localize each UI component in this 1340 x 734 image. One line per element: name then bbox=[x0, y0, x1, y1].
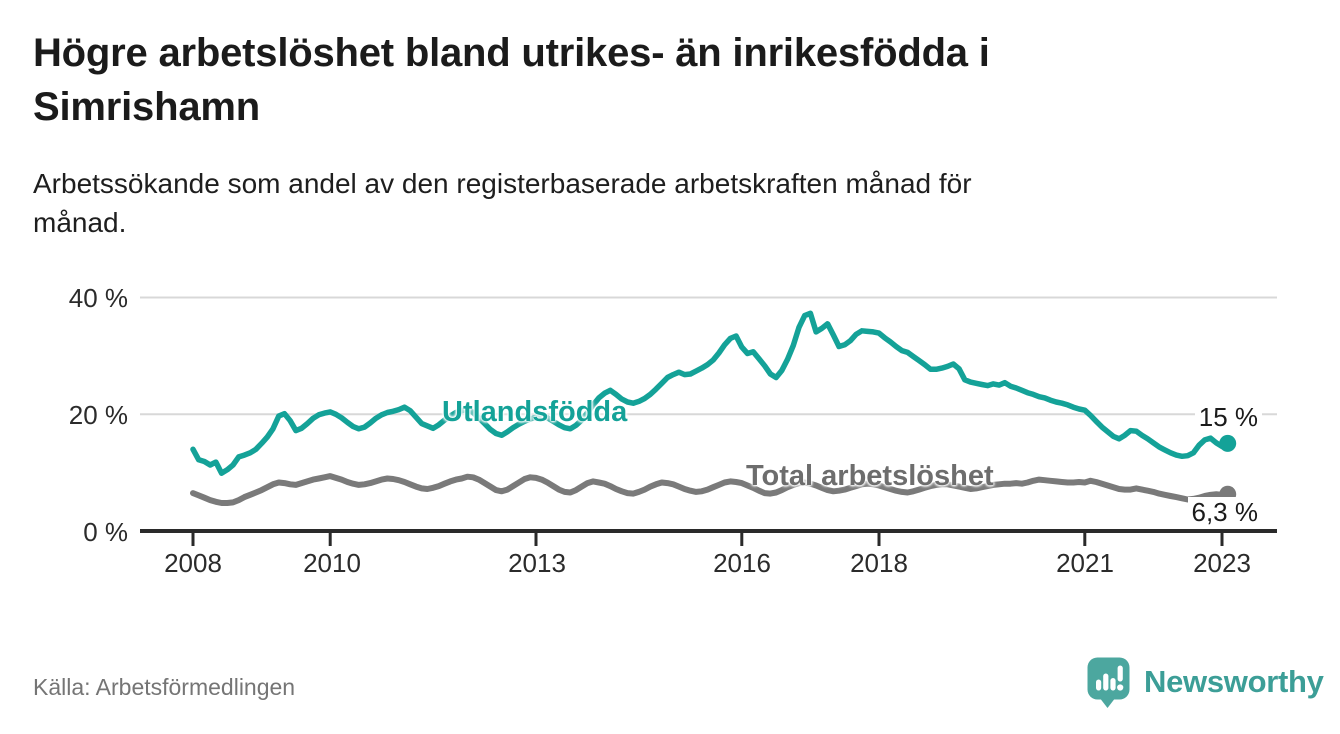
x-tick-label-2008: 2008 bbox=[164, 548, 222, 578]
x-tick-label-2016: 2016 bbox=[713, 548, 771, 578]
x-tick-label-2021: 2021 bbox=[1056, 548, 1114, 578]
newsworthy-logo-icon bbox=[1087, 657, 1130, 708]
end-value-label-utlandsfodda: 15 % bbox=[1194, 402, 1262, 433]
x-axis-ticks bbox=[191, 531, 1224, 546]
series-line-utlandsfodda bbox=[190, 310, 1231, 476]
page-title: Högre arbetslöshet bland utrikes- än inr… bbox=[33, 31, 990, 129]
newsworthy-logo[interactable]: Newsworthy bbox=[1086, 656, 1324, 708]
series-line-total-arbetsloshet bbox=[190, 473, 1231, 506]
x-tick-label-2023: 2023 bbox=[1193, 548, 1251, 578]
end-dot-utlandsfodda bbox=[1219, 434, 1237, 452]
y-tick-label-40: 40 % bbox=[68, 283, 128, 313]
x-tick-label-2013: 2013 bbox=[508, 548, 566, 578]
series-label-total-arbetsloshet: Total arbetslöshet bbox=[746, 460, 994, 492]
series-label-utlandsfodda: Utlandsfödda bbox=[442, 396, 628, 428]
gridlines bbox=[140, 296, 1277, 416]
newsworthy-logo-text: Newsworthy bbox=[1144, 664, 1324, 699]
x-tick-label-2010: 2010 bbox=[303, 548, 361, 578]
x-axis bbox=[140, 529, 1277, 546]
source-attribution: Källa: Arbetsförmedlingen bbox=[33, 674, 296, 700]
y-tick-label-20: 20 % bbox=[68, 400, 128, 430]
end-value-label-total-arbetsloshet: 6,3 % bbox=[1187, 497, 1262, 528]
chart-subtitle: Arbetssökande som andel av den registerb… bbox=[33, 168, 972, 238]
y-tick-label-0: 0 % bbox=[83, 517, 128, 547]
x-tick-label-2018: 2018 bbox=[850, 548, 908, 578]
